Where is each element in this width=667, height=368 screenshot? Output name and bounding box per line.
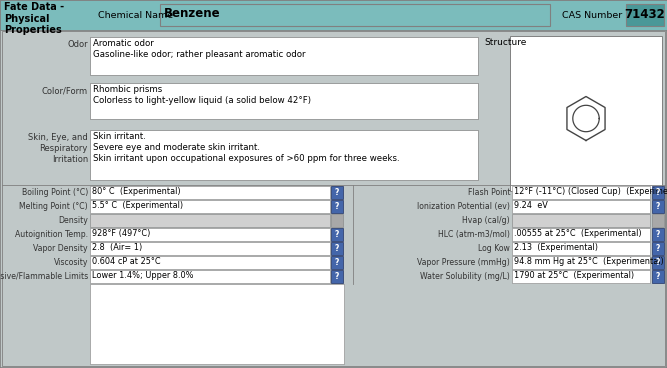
Bar [652, 228, 664, 241]
Text: 9.24  eV: 9.24 eV [514, 201, 548, 210]
Bar [90, 270, 330, 283]
Text: 2.8  (Air= 1): 2.8 (Air= 1) [92, 243, 142, 252]
Text: 5.5° C  (Experimental): 5.5° C (Experimental) [92, 201, 183, 210]
Text: Skin, Eye, and
Respiratory
Irritation: Skin, Eye, and Respiratory Irritation [28, 133, 88, 164]
Bar [652, 242, 664, 255]
Bar [90, 242, 330, 255]
Text: Lower 1.4%; Upper 8.0%: Lower 1.4%; Upper 8.0% [92, 271, 193, 280]
Bar [90, 130, 478, 180]
Text: Density: Density [58, 216, 88, 225]
Bar [652, 214, 664, 227]
Text: Odor: Odor [67, 40, 88, 49]
Text: ?: ? [656, 188, 660, 197]
Bar [331, 242, 343, 255]
Bar [510, 36, 662, 191]
Text: 2.13  (Experimental): 2.13 (Experimental) [514, 243, 598, 252]
Bar [90, 83, 478, 119]
Text: Hvap (cal/g): Hvap (cal/g) [462, 216, 510, 225]
Bar [331, 200, 343, 213]
Text: Water Solubility (mg/L): Water Solubility (mg/L) [420, 272, 510, 281]
Bar [90, 256, 330, 269]
Text: Log Kow: Log Kow [478, 244, 510, 253]
Text: 928°F (497°C): 928°F (497°C) [92, 229, 150, 238]
Bar [331, 228, 343, 241]
Bar [331, 270, 343, 283]
Text: ?: ? [656, 202, 660, 211]
Text: ?: ? [656, 230, 660, 239]
Bar [652, 200, 664, 213]
Bar [512, 242, 650, 255]
Text: 1790 at 25°C  (Experimental): 1790 at 25°C (Experimental) [514, 271, 634, 280]
Bar [90, 37, 478, 75]
Bar [90, 186, 330, 199]
Text: Flash Point: Flash Point [468, 188, 510, 197]
Text: ?: ? [656, 272, 660, 281]
Text: Structure: Structure [484, 38, 526, 47]
Text: Chemical Name: Chemical Name [98, 11, 173, 20]
Text: Fate Data -
Physical
Properties: Fate Data - Physical Properties [4, 2, 64, 35]
Bar [90, 200, 330, 213]
Text: ?: ? [335, 258, 340, 267]
Bar [331, 256, 343, 269]
Text: Explosive/Flammable Limits: Explosive/Flammable Limits [0, 272, 88, 281]
Bar [652, 270, 664, 283]
Bar [512, 270, 650, 283]
Text: Viscosity: Viscosity [53, 258, 88, 267]
Text: 12°F (-11°C) (Closed Cup)  (Experimental): 12°F (-11°C) (Closed Cup) (Experimental) [514, 187, 667, 196]
Text: Vapor Density: Vapor Density [33, 244, 88, 253]
Text: ?: ? [335, 230, 340, 239]
Text: ?: ? [335, 188, 340, 197]
Text: ?: ? [656, 258, 660, 267]
Text: CAS Number: CAS Number [562, 11, 622, 20]
Bar [652, 186, 664, 199]
Text: Ionization Potential (ev): Ionization Potential (ev) [417, 202, 510, 211]
Bar [90, 284, 344, 364]
Bar [512, 186, 650, 199]
Text: ?: ? [656, 244, 660, 253]
Bar [331, 186, 343, 199]
Text: Vapor Pressure (mmHg): Vapor Pressure (mmHg) [418, 258, 510, 267]
Text: Autoignition Temp.: Autoignition Temp. [15, 230, 88, 239]
Text: Benzene: Benzene [164, 7, 221, 20]
Text: 71432: 71432 [624, 8, 666, 21]
Bar [512, 228, 650, 241]
Text: ?: ? [335, 272, 340, 281]
Bar [652, 256, 664, 269]
Text: Rhombic prisms
Colorless to light-yellow liquid (a solid below 42°F): Rhombic prisms Colorless to light-yellow… [93, 85, 311, 105]
Text: Melting Point (°C): Melting Point (°C) [19, 202, 88, 211]
Text: Boiling Point (°C): Boiling Point (°C) [22, 188, 88, 197]
Text: 80° C  (Experimental): 80° C (Experimental) [92, 187, 181, 196]
Text: 94.8 mm Hg at 25°C  (Experimental): 94.8 mm Hg at 25°C (Experimental) [514, 257, 664, 266]
Text: ?: ? [335, 202, 340, 211]
Text: Skin irritant.
Severe eye and moderate skin irritant.
Skin irritant upon occupat: Skin irritant. Severe eye and moderate s… [93, 132, 400, 163]
Text: HLC (atm-m3/mol): HLC (atm-m3/mol) [438, 230, 510, 239]
Text: .00555 at 25°C  (Experimental): .00555 at 25°C (Experimental) [514, 229, 642, 238]
Text: 0.604 cP at 25°C: 0.604 cP at 25°C [92, 257, 161, 266]
Bar [160, 4, 550, 26]
Bar [512, 256, 650, 269]
Bar [90, 228, 330, 241]
Text: Aromatic odor
Gasoline-like odor; rather pleasant aromatic odor: Aromatic odor Gasoline-like odor; rather… [93, 39, 305, 59]
Bar [626, 4, 664, 26]
Bar [90, 214, 330, 227]
Text: Color/Form: Color/Form [42, 86, 88, 95]
Bar [512, 214, 650, 227]
Bar [0, 0, 667, 30]
Bar [512, 200, 650, 213]
Bar [331, 214, 343, 227]
Text: ?: ? [335, 244, 340, 253]
